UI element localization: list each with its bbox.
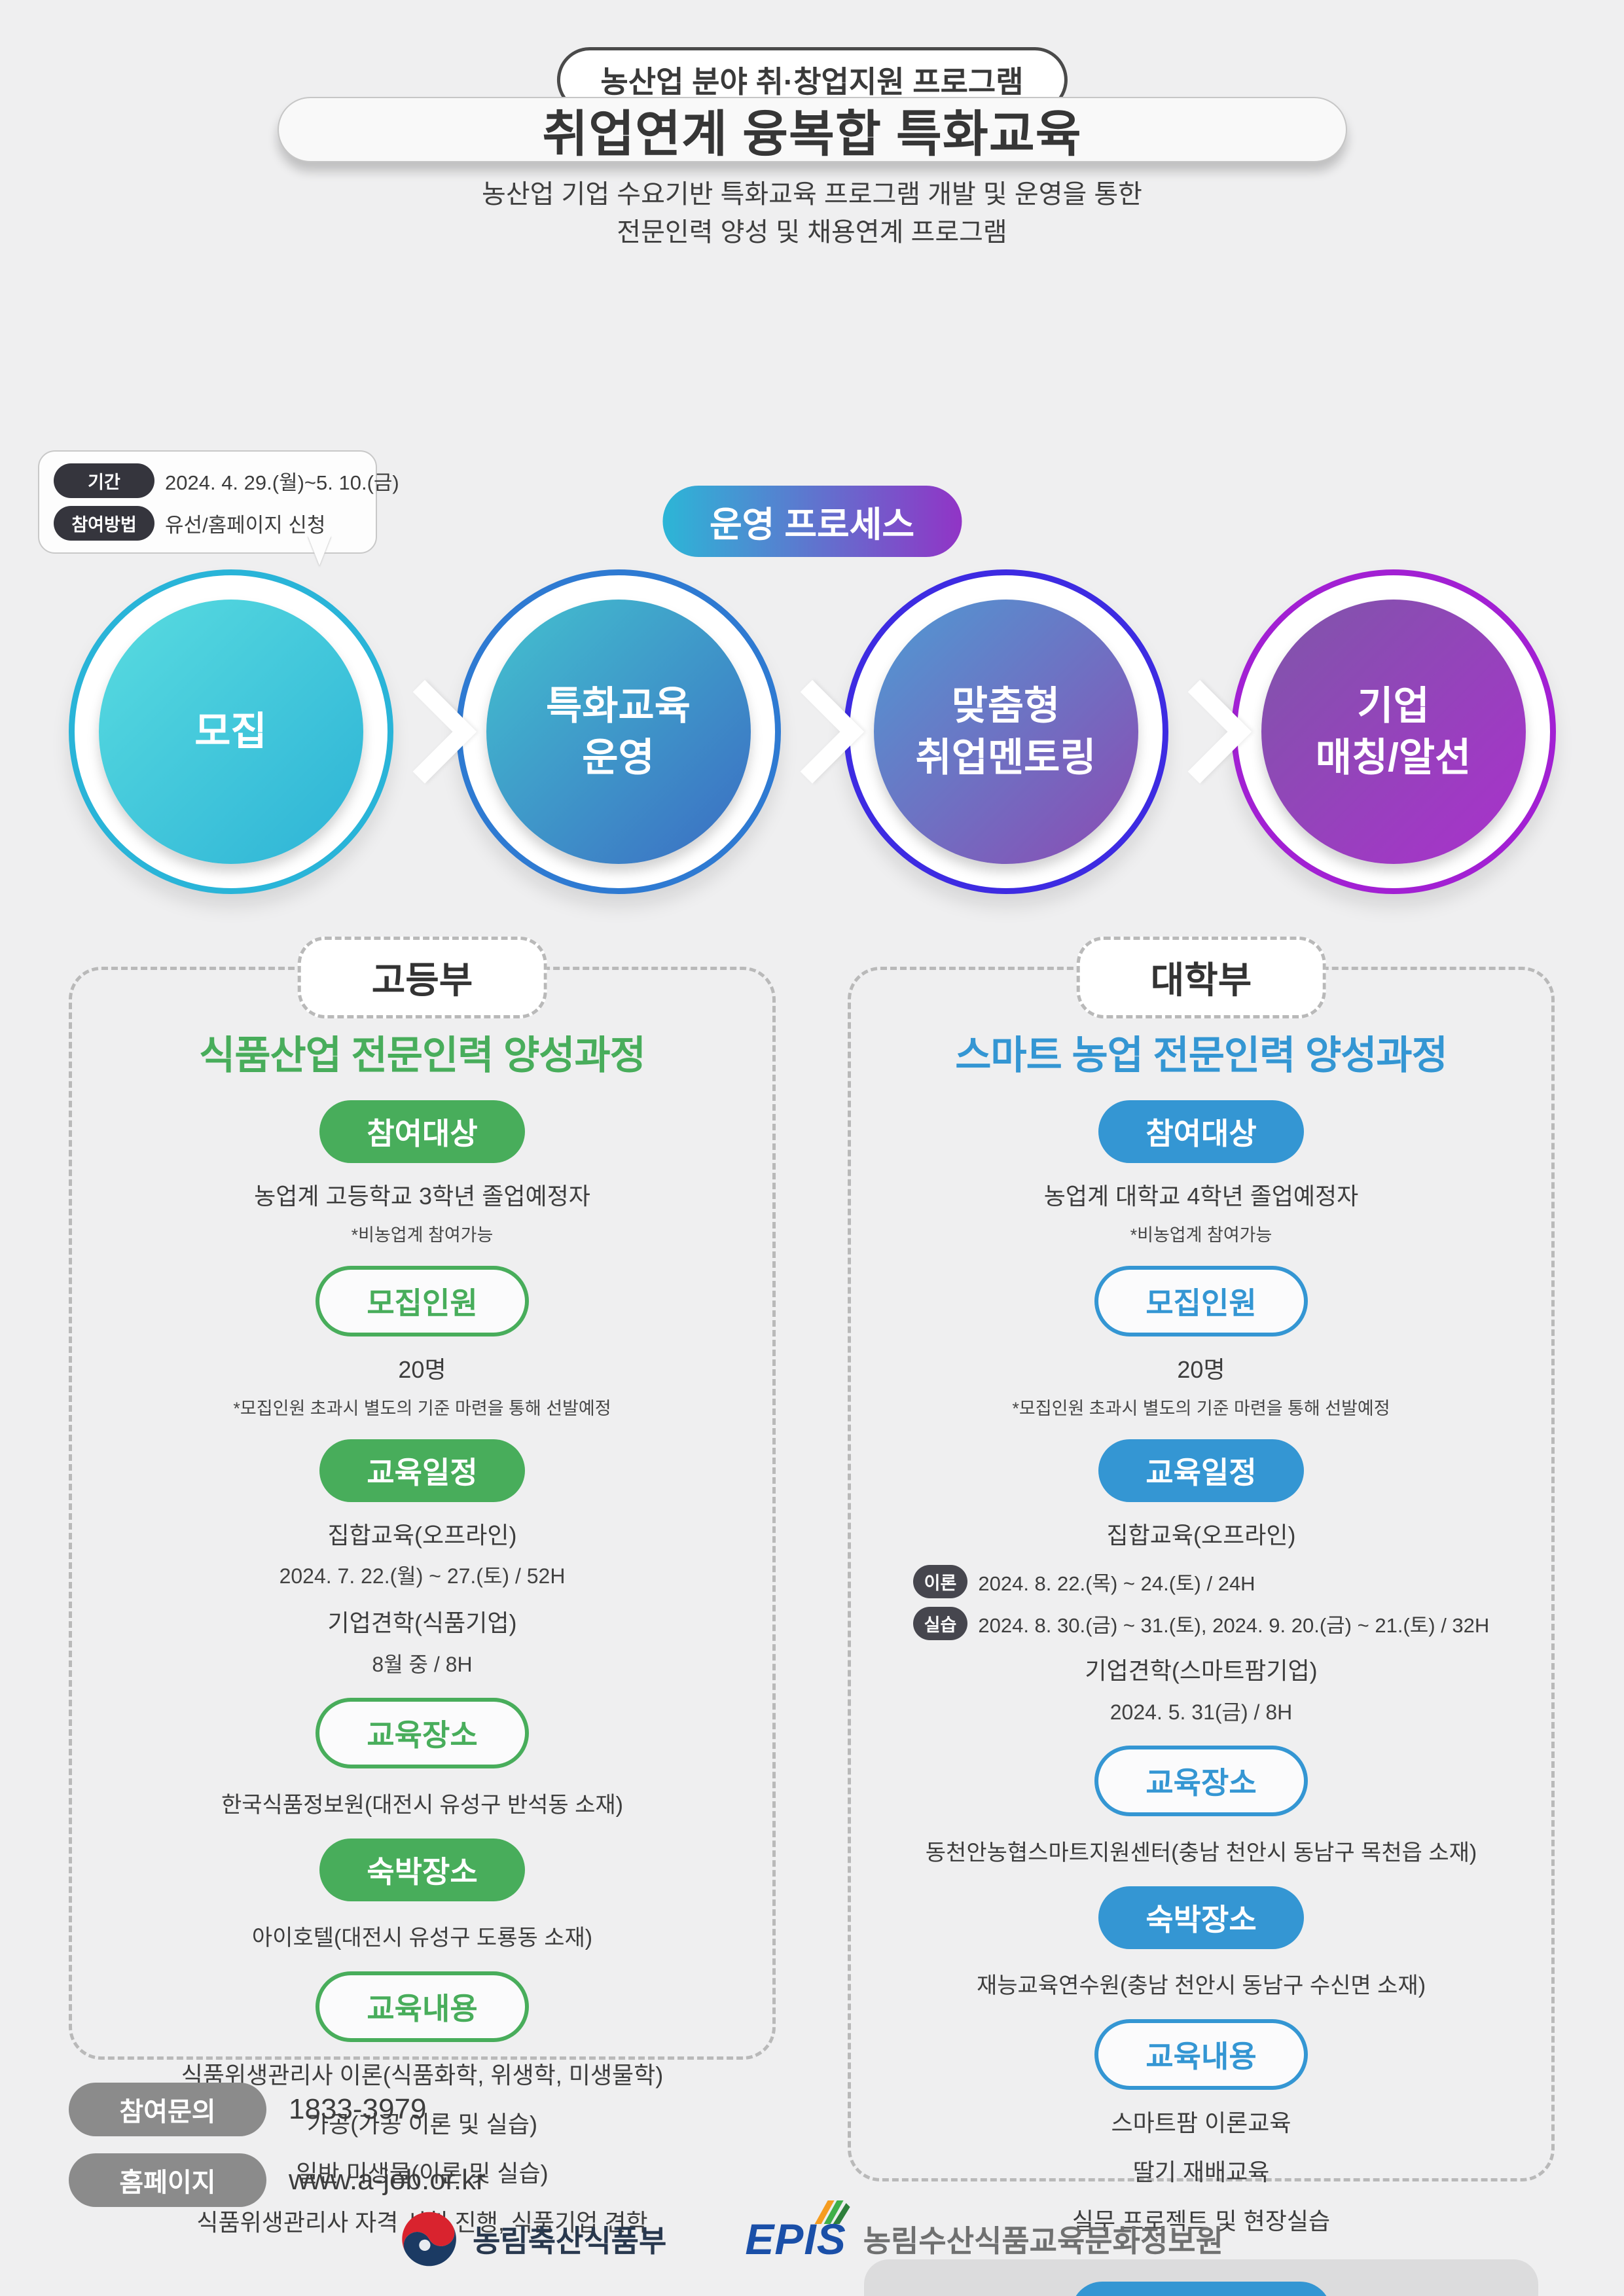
page-title: 취업연계 융복합 특화교육 bbox=[277, 97, 1347, 162]
schedule-line: 집합교육(오프라인) bbox=[1106, 1521, 1296, 1549]
speech-bubble-tail bbox=[308, 535, 331, 565]
step-line: 특화교육 bbox=[546, 683, 691, 728]
subtitle-line-2: 전문인력 양성 및 채용연계 프로그램 bbox=[617, 218, 1007, 247]
epis-logo: EPIS 농림수산식품교육문화정보원 bbox=[745, 2200, 1223, 2263]
footer-logos: 농림축산식품부 EPIS 농림수산식품교육문화정보원 bbox=[401, 2200, 1223, 2267]
process-step-mentoring: 맞춤형 취업멘토링 bbox=[843, 569, 1168, 894]
period-label-pill: 기간 bbox=[54, 463, 154, 498]
content-pill: 교육내용 bbox=[1094, 2019, 1308, 2090]
subtitle-line-1: 농산업 기업 수요기반 특화교육 프로그램 개발 및 운영을 통한 bbox=[482, 180, 1142, 209]
ministry-name: 농림축산식품부 bbox=[473, 2224, 667, 2258]
schedule-date: 8월 중 / 8H bbox=[372, 1653, 473, 1677]
content-line: 가공(가공 이론 및 실습) bbox=[306, 2110, 538, 2138]
venue-pill: 교육장소 bbox=[316, 1698, 529, 1769]
content-pill: 교육내용 bbox=[316, 1971, 529, 2043]
inquiry-phone: 1833-3979 bbox=[289, 2093, 427, 2125]
epis-ribbon-icon bbox=[814, 2200, 850, 2224]
process-section-badge: 운영 프로세스 bbox=[662, 486, 962, 557]
step-line: 기업 bbox=[1357, 683, 1430, 728]
epis-wordmark: EPIS bbox=[745, 2200, 850, 2263]
schedule-date: 2024. 5. 31(금) / 8H bbox=[1110, 1700, 1293, 1725]
venue-pill: 교육장소 bbox=[1094, 1746, 1308, 1817]
quota-note: *모집인원 초과시 별도의 기준 마련을 통해 선발예정 bbox=[233, 1398, 611, 1418]
schedule-line: 집합교육(오프라인) bbox=[327, 1521, 517, 1549]
step-line: 매칭/알선 bbox=[1315, 736, 1471, 780]
apply-method-label-pill: 참여방법 bbox=[54, 506, 154, 541]
venue-value: 한국식품정보원(대전시 유성구 반석동 소재) bbox=[221, 1793, 624, 1818]
process-step-education-label: 특화교육 운영 bbox=[486, 600, 751, 864]
period-row: 기간 2024. 4. 29.(월)~5. 10.(금) bbox=[54, 463, 399, 498]
practice-schedule-text: 2024. 8. 30.(금) ~ 31.(토), 2024. 9. 20.(금… bbox=[978, 1614, 1490, 1638]
quota-value: 20명 bbox=[1177, 1355, 1225, 1383]
target-pill: 참여대상 bbox=[319, 1100, 525, 1163]
content-line: 일반 미생물(이론 및 실습) bbox=[296, 2159, 549, 2187]
university-tab: 대학부 bbox=[1076, 937, 1326, 1018]
ministry-logo: 농림축산식품부 bbox=[401, 2211, 666, 2267]
lodging-pill: 숙박장소 bbox=[1098, 1886, 1304, 1950]
step-line: 모집 bbox=[194, 709, 267, 754]
homepage-url: www.a-job.or.kr bbox=[289, 2164, 486, 2196]
process-step-matching: 기업 매칭/알선 bbox=[1231, 569, 1556, 894]
target-line: 농업계 고등학교 3학년 졸업예정자 bbox=[254, 1183, 590, 1210]
apply-method-row: 참여방법 유선/홈페이지 신청 bbox=[54, 506, 361, 541]
theory-schedule-text: 2024. 8. 22.(목) ~ 24.(토) / 24H bbox=[978, 1572, 1255, 1596]
schedule-detail-rows: 이론 2024. 8. 22.(목) ~ 24.(토) / 24H 실습 202… bbox=[912, 1565, 1490, 1641]
epis-word: EPIS bbox=[745, 2215, 846, 2263]
target-note: *비농업계 참여가능 bbox=[351, 1225, 494, 1245]
partner-pill: 참여예정기업 bbox=[1071, 2281, 1331, 2296]
target-line: 농업계 대학교 4학년 졸업예정자 bbox=[1043, 1183, 1359, 1210]
university-course-title: 스마트 농업 전문인력 양성과정 bbox=[955, 1033, 1448, 1077]
content-line: 식품위생관리사 이론(식품화학, 위생학, 미생물학) bbox=[181, 2062, 664, 2089]
target-pill: 참여대상 bbox=[1098, 1100, 1304, 1163]
step-line: 취업멘토링 bbox=[915, 736, 1096, 780]
schedule-pill: 교육일정 bbox=[1098, 1439, 1304, 1502]
period-value: 2024. 4. 29.(월)~5. 10.(금) bbox=[165, 471, 399, 494]
step-line: 맞춤형 bbox=[951, 683, 1060, 728]
highschool-course-title: 식품산업 전문인력 양성과정 bbox=[199, 1033, 646, 1077]
quota-pill: 모집인원 bbox=[316, 1265, 529, 1336]
homepage-row: 홈페이지 www.a-job.or.kr bbox=[69, 2153, 486, 2207]
quota-note: *모집인원 초과시 별도의 기준 마련을 통해 선발예정 bbox=[1012, 1398, 1390, 1418]
contact-section: 참여문의 1833-3979 홈페이지 www.a-job.or.kr bbox=[69, 2083, 486, 2207]
schedule-date: 2024. 7. 22.(월) ~ 27.(토) / 52H bbox=[279, 1564, 566, 1588]
process-steps: 모집 특화교육 운영 맞춤형 취업멘토링 기업 매칭/알선 bbox=[0, 568, 1624, 895]
lodging-value: 재능교육연수원(충남 천안시 동남구 수신면 소재) bbox=[976, 1973, 1426, 1999]
inquiry-row: 참여문의 1833-3979 bbox=[69, 2083, 486, 2136]
target-note: *비농업계 참여가능 bbox=[1130, 1225, 1272, 1245]
content-line: 실무 프로젝트 및 현장실습 bbox=[1072, 2207, 1331, 2234]
schedule-line: 기업견학(식품기업) bbox=[327, 1609, 517, 1637]
schedule-pill: 교육일정 bbox=[319, 1439, 525, 1502]
process-step-recruit-label: 모집 bbox=[98, 600, 363, 864]
quota-value: 20명 bbox=[398, 1355, 446, 1383]
epis-org-name: 농림수산식품교육문화정보원 bbox=[863, 2224, 1223, 2258]
university-track-panel: 대학부 스마트 농업 전문인력 양성과정 참여대상 농업계 대학교 4학년 졸업… bbox=[848, 937, 1555, 2296]
quota-pill: 모집인원 bbox=[1094, 1265, 1308, 1336]
process-step-recruit: 모집 bbox=[68, 569, 393, 894]
inquiry-label-pill: 참여문의 bbox=[69, 2083, 266, 2136]
step-line: 운영 bbox=[582, 736, 655, 780]
homepage-label-pill: 홈페이지 bbox=[69, 2153, 266, 2207]
apply-method-value: 유선/홈페이지 신청 bbox=[165, 514, 326, 537]
content-line: 스마트팜 이론교육 bbox=[1111, 2109, 1291, 2137]
process-step-education: 특화교육 운영 bbox=[456, 569, 781, 894]
process-step-matching-label: 기업 매칭/알선 bbox=[1261, 600, 1526, 864]
schedule-line: 기업견학(스마트팜기업) bbox=[1085, 1657, 1318, 1685]
partner-companies-box: 참여예정기업 ㈜퍼밋, 농업회사법인 ㈜그린, ㈜새팜, 아트와, 아그모 추가… bbox=[864, 2259, 1538, 2296]
practice-badge: 실습 bbox=[912, 1607, 968, 1641]
theory-schedule-row: 이론 2024. 8. 22.(목) ~ 24.(토) / 24H bbox=[912, 1565, 1255, 1599]
page-subtitle: 농산업 기업 수요기반 특화교육 프로그램 개발 및 운영을 통한 전문인력 양… bbox=[0, 175, 1624, 251]
highschool-track-panel: 고등부 식품산업 전문인력 양성과정 참여대상 농업계 고등학교 3학년 졸업예… bbox=[69, 937, 776, 2236]
highschool-tab: 고등부 bbox=[297, 937, 547, 1018]
taegeuk-icon bbox=[401, 2212, 456, 2267]
theory-badge: 이론 bbox=[912, 1565, 968, 1599]
content-line: 딸기 재배교육 bbox=[1132, 2158, 1270, 2185]
lodging-pill: 숙박장소 bbox=[319, 1839, 525, 1902]
lodging-value: 아이호텔(대전시 유성구 도룡동 소재) bbox=[251, 1926, 593, 1951]
process-step-mentoring-label: 맞춤형 취업멘토링 bbox=[873, 600, 1138, 864]
venue-value: 동천안농협스마트지원센터(충남 천안시 동남구 목천읍 소재) bbox=[925, 1840, 1477, 1866]
practice-schedule-row: 실습 2024. 8. 30.(금) ~ 31.(토), 2024. 9. 20… bbox=[912, 1607, 1490, 1641]
